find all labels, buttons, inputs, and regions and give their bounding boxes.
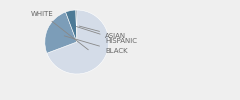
Text: WHITE: WHITE [31, 11, 88, 50]
Wedge shape [45, 12, 77, 53]
Wedge shape [66, 10, 77, 42]
Text: HISPANIC: HISPANIC [76, 26, 137, 44]
Text: ASIAN: ASIAN [79, 26, 126, 39]
Text: BLACK: BLACK [64, 36, 128, 54]
Wedge shape [76, 10, 77, 42]
Wedge shape [47, 10, 109, 74]
